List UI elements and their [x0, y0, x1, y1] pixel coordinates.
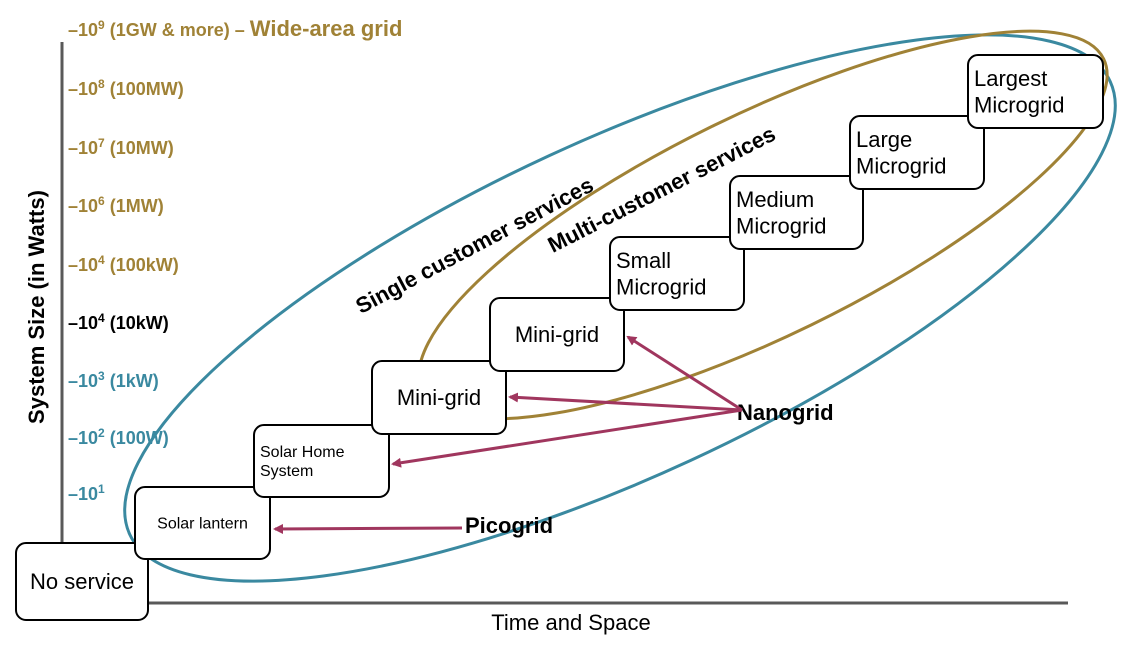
stair-box: No service: [15, 542, 149, 621]
stair-box-label: Microgrid: [856, 153, 946, 178]
stair-box-frame: [967, 54, 1104, 129]
y-axis-title: System Size (in Watts): [24, 190, 49, 424]
y-tick-label: –108 (100MW): [68, 77, 184, 99]
nanogrid-arrow-to-solar-home: [391, 408, 743, 468]
stair-box-frame: [729, 175, 864, 250]
stair-box: Solar Home System: [253, 424, 390, 498]
stair-box-label: Medium: [736, 187, 814, 212]
stair-box-label: No service: [30, 569, 134, 594]
stair-box-label: System: [260, 463, 313, 480]
picogrid-arrow-to-solar-lantern: [273, 523, 463, 534]
x-axis-title: Time and Space: [491, 610, 650, 635]
stair-box-label: Large: [856, 127, 912, 152]
stair-box-label: Microgrid: [736, 213, 826, 238]
stair-box-label: Largest: [974, 66, 1047, 91]
stair-box-frame: [609, 236, 745, 311]
stair-box: Mini-grid: [489, 297, 625, 372]
y-tick-label: –103 (1kW): [68, 369, 159, 391]
y-tick-label: –101: [68, 482, 105, 504]
stair-box-label: Small: [616, 248, 671, 273]
y-tick-label: –104 (10kW): [68, 311, 169, 333]
stair-box-frame: [253, 424, 390, 498]
picogrid-label: Picogrid: [465, 513, 553, 538]
stair-box-frame: [849, 115, 985, 190]
single-customer-ellipse: [123, 33, 1117, 583]
stair-box-label: Mini-grid: [397, 385, 481, 410]
nanogrid-label: Nanogrid: [737, 400, 834, 425]
stair-box-label: Mini-grid: [515, 322, 599, 347]
y-tick-label: –104 (100kW): [68, 253, 179, 275]
stair-box-frame: [15, 542, 149, 621]
y-tick-label: –107 (10MW): [68, 136, 174, 158]
nanogrid-arrow-to-minigrid-upper: [626, 335, 743, 412]
stair-box-label: Microgrid: [974, 92, 1064, 117]
stair-box-label: Microgrid: [616, 274, 706, 299]
nanogrid-arrow-to-minigrid-lower: [508, 392, 743, 412]
stair-box-frame: [134, 486, 271, 560]
stair-box-frame: [489, 297, 625, 372]
y-tick-label: –109 (1GW & more) – Wide-area grid: [68, 16, 402, 41]
y-tick-label: –102 (100W): [68, 426, 169, 448]
stair-box-label: Solar Home: [260, 444, 345, 461]
y-axis-ticks: –109 (1GW & more) – Wide-area grid –108 (…: [68, 16, 402, 504]
stair-box: Mini-grid: [371, 360, 507, 435]
stair-box-label: Solar lantern: [157, 516, 248, 533]
stair-box: Solar lantern: [134, 486, 271, 560]
stair-box-frame: [371, 360, 507, 435]
stair-steps: No service Solar lantern Solar Home System M…: [15, 54, 1104, 621]
y-tick-label: –106 (1MW): [68, 194, 164, 216]
